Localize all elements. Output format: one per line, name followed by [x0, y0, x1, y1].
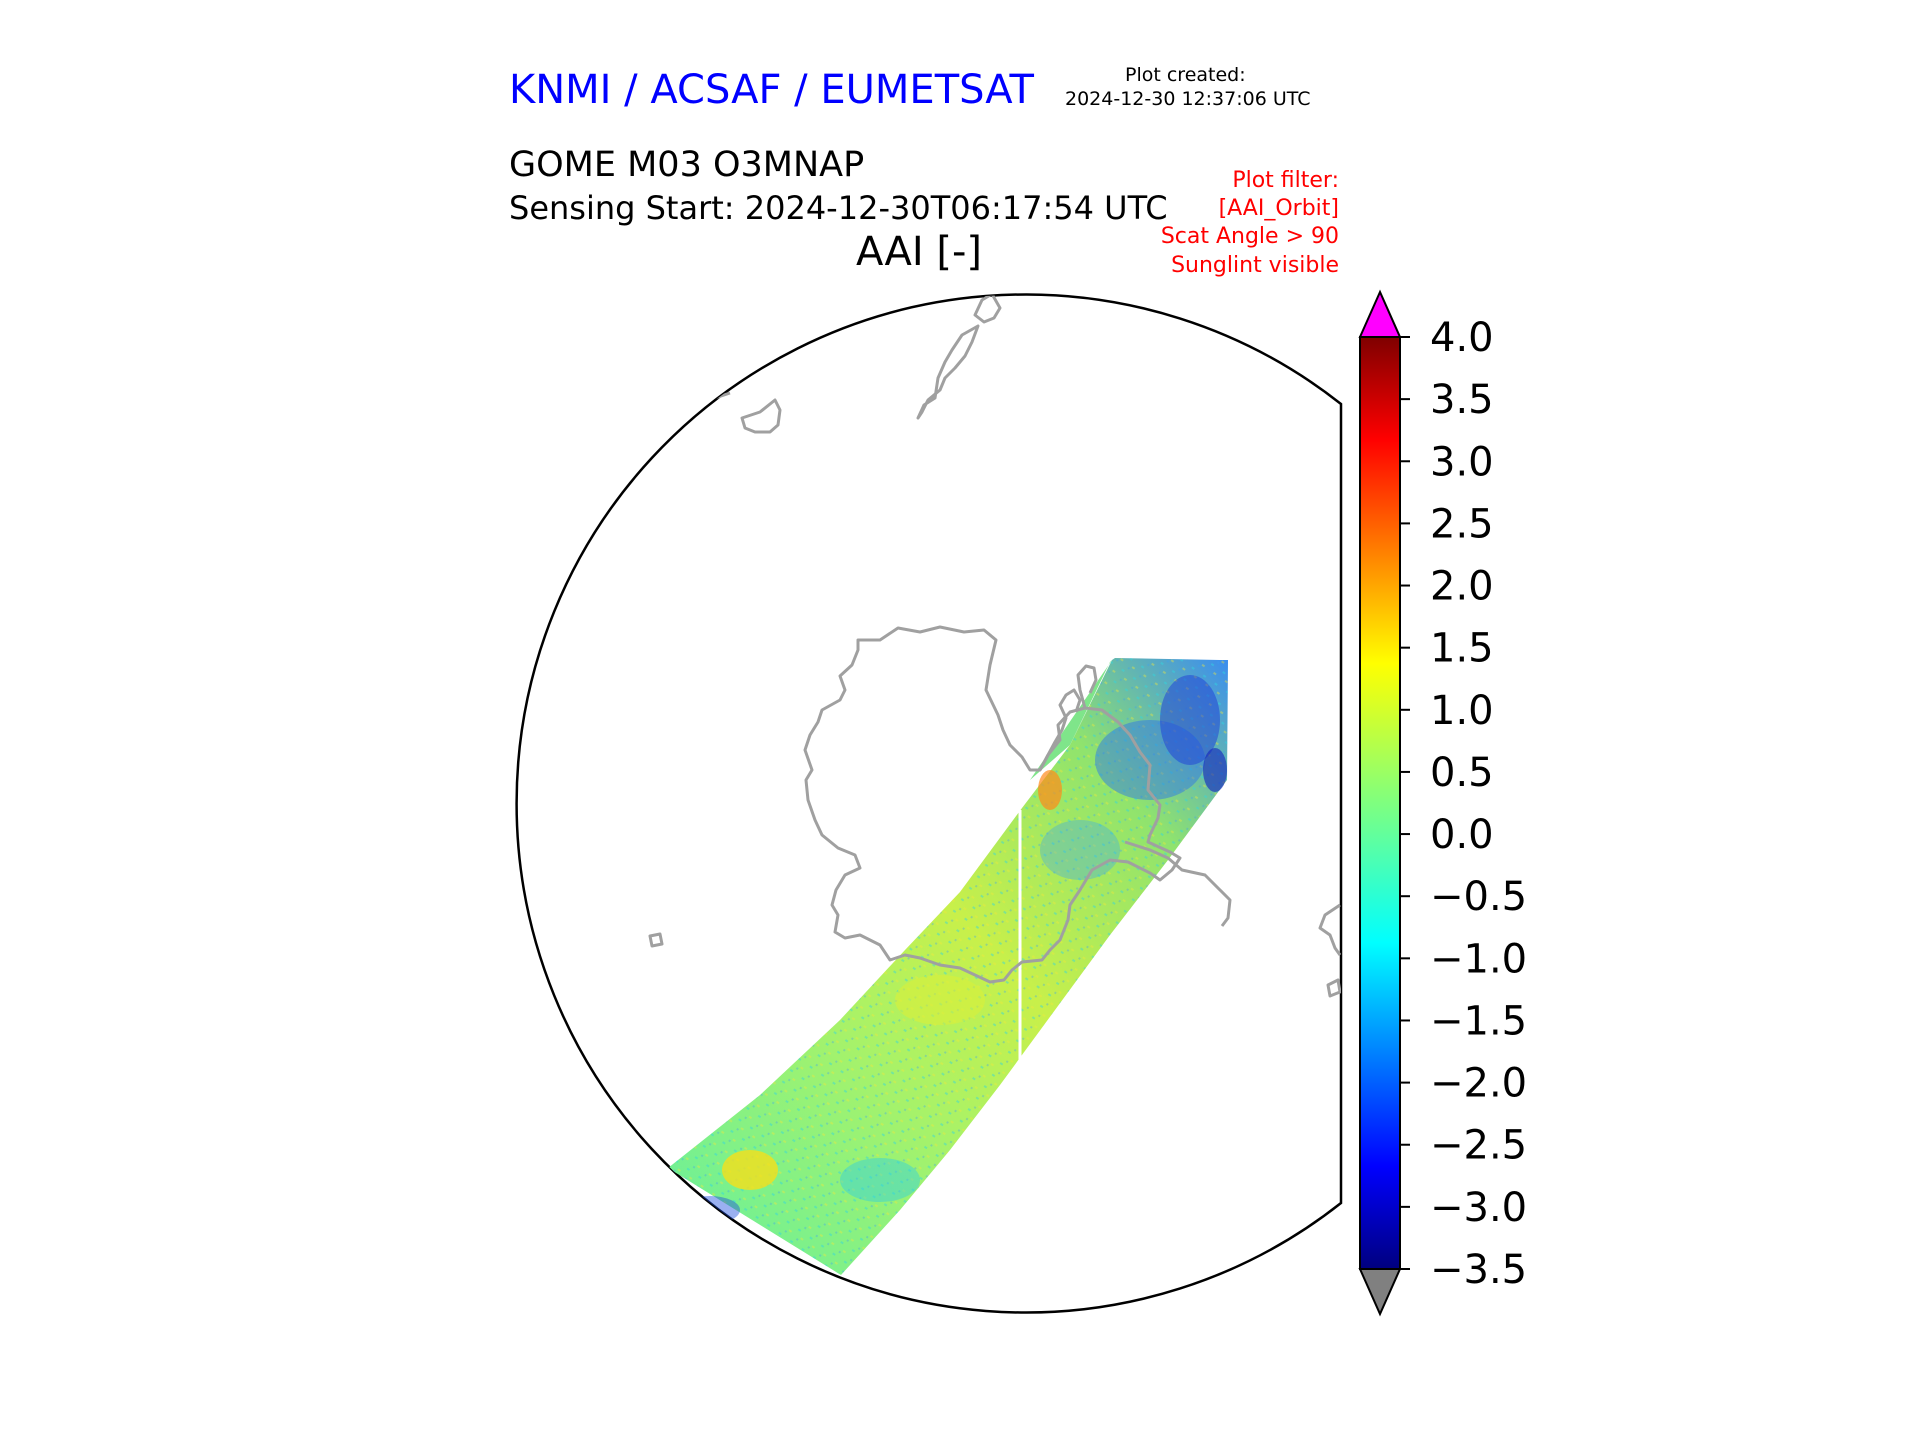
- colorbar-tick-label: −3.0: [1430, 1185, 1527, 1231]
- colorbar-tick-label: −3.5: [1430, 1247, 1527, 1293]
- colorbar-tick-label: 1.5: [1430, 626, 1494, 672]
- colorbar-tick-label: 1.0: [1430, 688, 1494, 734]
- colorbar-ticks: 4.0 3.5 3.0 2.5 2.0 1.5 1.0 0.5 0.0 −0.5 −1.0 −1.5 −…: [1400, 315, 1527, 1293]
- colorbar-tick-label: −2.0: [1430, 1061, 1527, 1107]
- colorbar-tick-label: −0.5: [1430, 874, 1527, 920]
- plot-filter-scat-angle: Scat Angle > 90: [1160, 224, 1339, 249]
- tasmania-coastline: [740, 398, 782, 434]
- antarctic-peninsula-coastline: [1038, 688, 1082, 771]
- plot-created-label: Plot created:: [1125, 64, 1246, 86]
- colorbar: 4.0 3.5 3.0 2.5 2.0 1.5 1.0 0.5 0.0 −0.5 −1.0 −1.5 −…: [1358, 289, 1527, 1317]
- colorbar-tick-label: 2.0: [1430, 564, 1494, 610]
- colorbar-tick-label: −1.0: [1430, 936, 1527, 982]
- plot-filter-sunglint: Sunglint visible: [1171, 253, 1339, 278]
- aai-high-patch: [722, 1150, 778, 1190]
- colorbar-tick-label: 3.5: [1430, 377, 1494, 423]
- colorbar-under-extension: [1358, 1268, 1402, 1317]
- new-zealand-coastline: [916, 324, 980, 420]
- colorbar-tick-label: 0.0: [1430, 812, 1494, 858]
- colorbar-tick-label: 4.0: [1430, 315, 1494, 361]
- plot-filter-orbit: [AAI_Orbit]: [1218, 196, 1339, 221]
- colorbar-tick-label: 0.5: [1430, 750, 1494, 796]
- colorbar-tick-label: 2.5: [1430, 501, 1494, 547]
- plot-created-value: 2024-12-30 12:37:06 UTC: [1065, 88, 1311, 110]
- colorbar-tick-label: −2.5: [1430, 1123, 1527, 1169]
- quantity-title: AAI [-]: [856, 229, 982, 275]
- antarctica-coastline: [803, 625, 1182, 984]
- provider-title: KNMI / ACSAF / EUMETSAT: [509, 67, 1034, 113]
- globe: [515, 293, 1343, 1314]
- colorbar-tick-label: −1.5: [1430, 998, 1527, 1044]
- colorbar-body: [1359, 336, 1401, 1270]
- colorbar-over-extension: [1358, 289, 1402, 338]
- globe-outline: [515, 293, 1343, 1314]
- colorbar-tick-label: 3.0: [1430, 439, 1494, 485]
- south-america-coastline: [1318, 903, 1341, 956]
- product-title: GOME M03 O3MNAP: [509, 145, 865, 185]
- sensing-start: Sensing Start: 2024-12-30T06:17:54 UTC: [509, 189, 1168, 227]
- plot-filter-title: Plot filter:: [1232, 168, 1339, 193]
- island-coastline: [648, 932, 664, 948]
